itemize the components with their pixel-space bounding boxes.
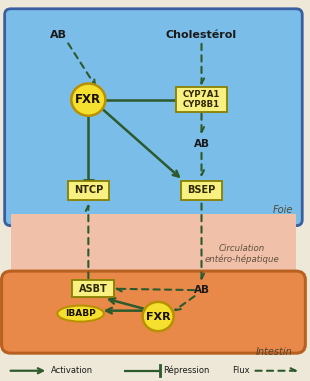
Circle shape (71, 83, 105, 116)
Circle shape (143, 302, 174, 331)
Text: AB: AB (51, 30, 67, 40)
Text: Cholestérol: Cholestérol (166, 30, 237, 40)
Text: BSEP: BSEP (187, 186, 216, 195)
Text: Activation: Activation (51, 366, 93, 375)
Text: Répression: Répression (163, 366, 209, 376)
Text: FXR: FXR (75, 93, 101, 106)
Text: FXR: FXR (146, 312, 170, 322)
FancyBboxPatch shape (2, 271, 305, 353)
FancyBboxPatch shape (73, 280, 113, 298)
FancyBboxPatch shape (176, 87, 227, 112)
Text: AB: AB (193, 139, 210, 149)
FancyBboxPatch shape (11, 214, 296, 296)
Ellipse shape (57, 306, 104, 322)
FancyBboxPatch shape (5, 9, 302, 226)
Text: CYP7A1
CYP8B1: CYP7A1 CYP8B1 (183, 90, 220, 109)
Text: Intestin: Intestin (256, 347, 293, 357)
Text: AB: AB (193, 285, 210, 295)
FancyBboxPatch shape (181, 181, 222, 200)
Text: IBABP: IBABP (65, 309, 96, 318)
Text: Circulation
entéro-hépatique: Circulation entéro-hépatique (204, 243, 279, 264)
FancyBboxPatch shape (68, 181, 109, 200)
Text: Flux: Flux (232, 366, 250, 375)
Text: ASBT: ASBT (79, 284, 107, 294)
Text: Foie: Foie (272, 205, 293, 215)
Text: NTCP: NTCP (74, 186, 103, 195)
